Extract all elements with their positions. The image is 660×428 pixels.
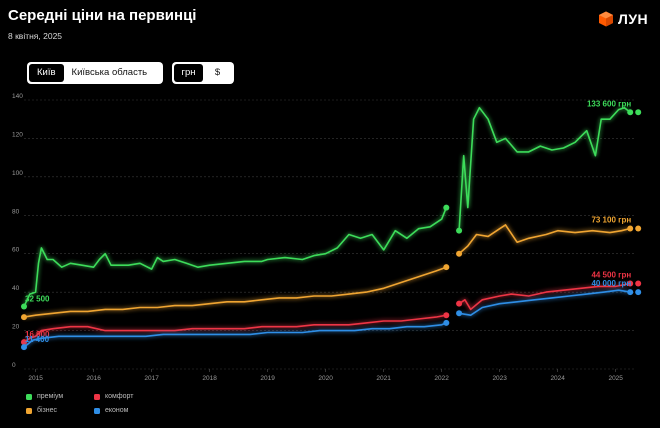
logo-text: ЛУН <box>618 11 649 27</box>
series-end-dot <box>456 310 463 317</box>
series-end-dot <box>21 314 27 321</box>
series-line-3 <box>458 289 631 316</box>
series-end-dot <box>21 303 27 310</box>
currency-option-uah[interactable]: грн <box>174 64 203 82</box>
chart-legend: преміум бізнес комфорт економ <box>26 393 286 423</box>
x-tick-label: 2022 <box>434 375 449 382</box>
y-tick-label: 100 <box>12 170 23 177</box>
region-toggle: Київ Київська область <box>27 62 163 84</box>
series-final-dot <box>635 109 642 116</box>
series-end-dot <box>443 312 450 319</box>
series-line-1 <box>23 266 447 318</box>
report-date: 8 квітня, 2025 <box>8 31 63 41</box>
series-end-dot <box>627 109 634 116</box>
currency-option-usd[interactable]: $ <box>214 67 221 78</box>
cube-logo-icon <box>599 11 613 27</box>
series-start-label: 16 900 <box>25 330 50 339</box>
legend-item[interactable]: бізнес <box>26 407 57 414</box>
series-end-dot <box>456 300 463 307</box>
x-tick-label: 2015 <box>28 375 43 382</box>
legend-item[interactable]: преміум <box>26 393 63 400</box>
x-tick-label: 2016 <box>86 375 101 382</box>
y-tick-label: 40 <box>12 285 20 292</box>
series-end-dot <box>443 204 450 211</box>
y-tick-label: 140 <box>12 93 23 100</box>
series-start-label: 32 500 <box>25 295 50 304</box>
series-line-1 <box>458 224 631 255</box>
series-end-dot <box>456 250 463 257</box>
y-tick-label: 80 <box>12 208 20 215</box>
legend-label: економ <box>105 407 129 414</box>
series-final-dot <box>635 225 642 232</box>
region-option-kyiv-oblast[interactable]: Київська область <box>71 67 148 78</box>
y-tick-label: 20 <box>12 324 20 331</box>
page-title: Середні ціни на первинці <box>8 7 197 24</box>
series-end-label: 133 600 грн <box>587 99 631 108</box>
series-line-3 <box>23 322 447 348</box>
legend-label: бізнес <box>37 407 58 414</box>
y-tick-label: 60 <box>12 247 20 254</box>
series-end-label: 73 100 грн <box>591 216 631 225</box>
legend-swatch <box>94 393 100 400</box>
series-end-dot <box>443 319 450 326</box>
legend-swatch <box>94 407 100 414</box>
series-line-2 <box>458 282 631 311</box>
legend-label: комфорт <box>105 393 134 400</box>
region-option-kyiv[interactable]: Київ <box>29 64 64 82</box>
x-tick-label: 2020 <box>318 375 333 382</box>
x-tick-label: 2021 <box>376 375 391 382</box>
x-tick-label: 2017 <box>144 375 159 382</box>
series-line-0 <box>23 207 448 307</box>
series-end-dot <box>456 227 463 234</box>
legend-item[interactable]: комфорт <box>94 393 133 400</box>
x-tick-label: 2023 <box>492 375 507 382</box>
series-end-dot <box>443 264 450 271</box>
legend-label: преміум <box>37 393 64 400</box>
series-start-label: 11 400 <box>25 335 50 344</box>
legend-swatch <box>26 393 32 400</box>
series-end-dot <box>21 339 27 346</box>
legend-item[interactable]: економ <box>94 407 129 414</box>
series-line-0 <box>458 106 631 231</box>
x-tick-label: 2024 <box>550 375 565 382</box>
series-end-label: 44 500 грн <box>591 270 631 279</box>
price-line-chart: 0 20 40 60 80 100 120 140 2015 2016 2017 2018 2019 20… <box>12 93 642 382</box>
x-tick-label: 2019 <box>260 375 275 382</box>
series-end-dot <box>21 344 27 351</box>
series-end-dot <box>627 225 634 232</box>
series-end-dot <box>627 280 634 287</box>
y-tick-label: 0 <box>12 362 16 369</box>
brand-logo[interactable]: ЛУН <box>598 11 648 27</box>
series-end-label: 40 000 грн <box>591 279 631 288</box>
series-final-dot <box>635 289 642 296</box>
series-line-2 <box>23 314 447 343</box>
legend-swatch <box>26 407 32 414</box>
y-tick-label: 120 <box>12 131 23 138</box>
x-tick-label: 2018 <box>202 375 217 382</box>
currency-toggle: грн $ <box>172 62 234 84</box>
x-tick-label: 2025 <box>608 375 623 382</box>
series-end-dot <box>627 289 634 296</box>
series-final-dot <box>635 280 642 287</box>
